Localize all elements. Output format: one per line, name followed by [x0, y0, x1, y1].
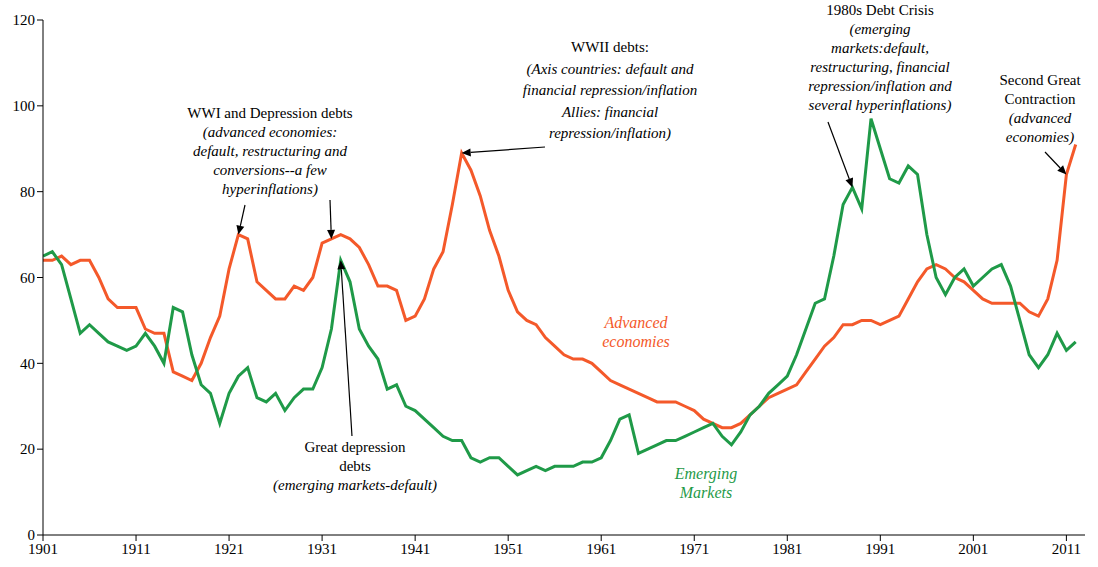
svg-text:1911: 1911 — [121, 541, 150, 557]
svg-text:20: 20 — [20, 441, 35, 457]
svg-text:1980s Debt Crisis: 1980s Debt Crisis — [826, 2, 934, 18]
svg-text:1941: 1941 — [400, 541, 430, 557]
svg-text:Contraction: Contraction — [1005, 91, 1076, 107]
svg-text:80: 80 — [20, 184, 35, 200]
svg-text:1981: 1981 — [772, 541, 802, 557]
svg-text:1971: 1971 — [679, 541, 709, 557]
svg-text:40: 40 — [20, 356, 35, 372]
svg-text:(advanced economies:: (advanced economies: — [203, 124, 338, 141]
svg-text:(emerging markets-default): (emerging markets-default) — [273, 477, 437, 494]
svg-text:60: 60 — [20, 270, 35, 286]
svg-text:financial repression/inflation: financial repression/inflation — [523, 82, 697, 98]
svg-text:Second Great: Second Great — [999, 72, 1081, 88]
svg-text:120: 120 — [13, 12, 36, 28]
svg-text:debts: debts — [339, 458, 371, 474]
svg-text:2011: 2011 — [1052, 541, 1081, 557]
svg-text:1991: 1991 — [865, 541, 895, 557]
svg-text:Emerging: Emerging — [674, 465, 738, 483]
svg-text:1951: 1951 — [493, 541, 523, 557]
svg-text:Great depression: Great depression — [304, 439, 406, 455]
svg-text:hyperinflations): hyperinflations) — [222, 181, 318, 198]
svg-text:repression/inflation): repression/inflation) — [549, 125, 671, 142]
svg-text:2001: 2001 — [958, 541, 988, 557]
svg-text:(Axis countries: default and: (Axis countries: default and — [526, 61, 694, 78]
svg-text:default, restructuring and: default, restructuring and — [193, 143, 348, 159]
svg-text:0: 0 — [28, 527, 36, 543]
svg-text:1921: 1921 — [214, 541, 244, 557]
svg-text:repression/inflation and: repression/inflation and — [808, 78, 952, 94]
svg-text:Markets: Markets — [679, 484, 732, 501]
svg-text:100: 100 — [13, 98, 36, 114]
svg-text:1901: 1901 — [28, 540, 58, 557]
svg-text:several hyperinflations): several hyperinflations) — [809, 97, 952, 114]
svg-text:markets:default,: markets:default, — [831, 40, 929, 56]
svg-text:Allies: financial: Allies: financial — [561, 104, 658, 120]
svg-text:Advanced: Advanced — [603, 314, 668, 331]
svg-text:conversions--a few: conversions--a few — [213, 162, 327, 178]
svg-text:WWII debts:: WWII debts: — [571, 39, 649, 55]
svg-text:restructuring, financial: restructuring, financial — [810, 59, 949, 75]
svg-text:economies: economies — [602, 333, 670, 350]
svg-text:1961: 1961 — [586, 541, 616, 557]
svg-text:WWI and Depression debts: WWI and Depression debts — [187, 105, 353, 121]
svg-text:economies): economies) — [1006, 129, 1074, 146]
svg-text:(advanced: (advanced — [1009, 110, 1072, 127]
svg-text:(emerging: (emerging — [849, 21, 911, 38]
svg-text:1931: 1931 — [307, 541, 337, 557]
